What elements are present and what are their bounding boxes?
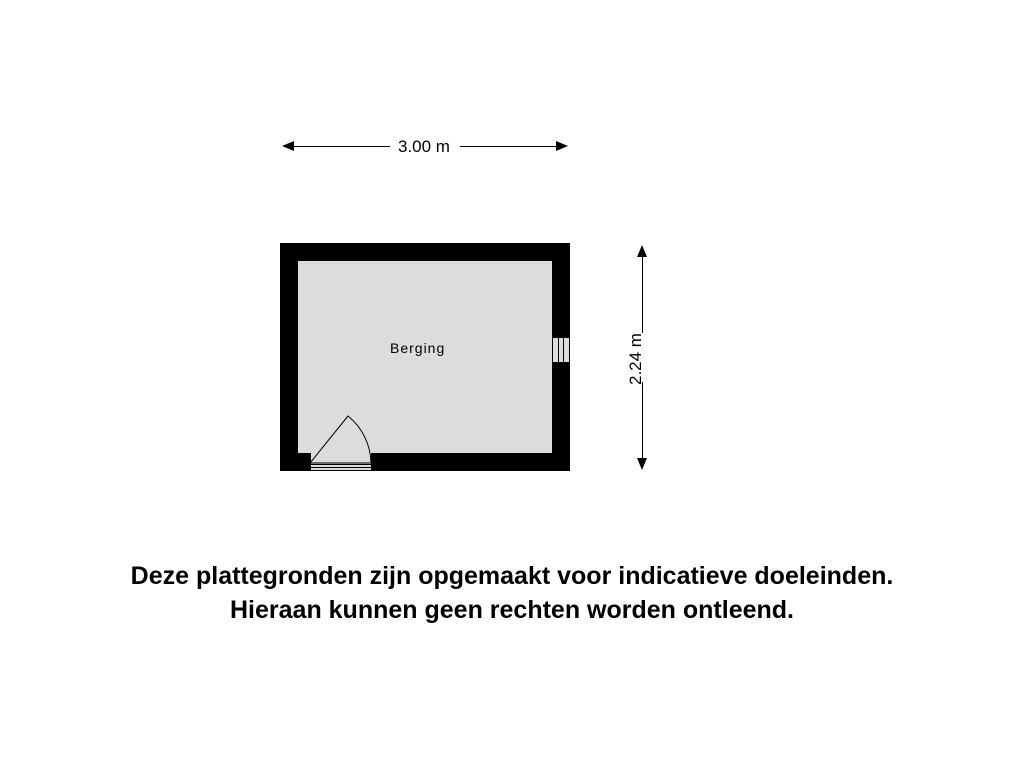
dim-right-line-top [642, 253, 643, 333]
window-frame-mid1 [558, 337, 559, 363]
door-threshold-3 [310, 470, 372, 471]
window-frame-outer [569, 337, 570, 363]
disclaimer-text: Deze plattegronden zijn opgemaakt voor i… [0, 560, 1024, 628]
dim-right-arrow-top [637, 245, 647, 257]
dim-top-label: 3.00 m [398, 137, 450, 157]
door-threshold-1 [310, 464, 372, 465]
dim-top-arrow-left [282, 141, 294, 151]
window-opening [552, 337, 570, 363]
dim-top-line-right [460, 146, 560, 147]
window-frame-mid2 [563, 337, 564, 363]
door-threshold-2 [310, 467, 372, 468]
window-frame-top [552, 337, 570, 338]
disclaimer-line2: Hieraan kunnen geen rechten worden ontle… [0, 594, 1024, 628]
dim-right-line-bottom [642, 382, 643, 462]
window-frame-bottom [552, 362, 570, 363]
disclaimer-line1: Deze plattegronden zijn opgemaakt voor i… [0, 560, 1024, 594]
window-frame-inner [552, 337, 553, 363]
floorplan-canvas: 3.00 m 2.24 m Berging Deze plattegronden… [0, 0, 1024, 768]
dim-right-label: 2.24 m [626, 333, 646, 385]
room-label: Berging [390, 340, 445, 356]
dim-right-arrow-bottom [637, 458, 647, 470]
dim-top-arrow-right [556, 141, 568, 151]
dim-top-line-left [290, 146, 390, 147]
door-swing-icon [310, 400, 380, 464]
